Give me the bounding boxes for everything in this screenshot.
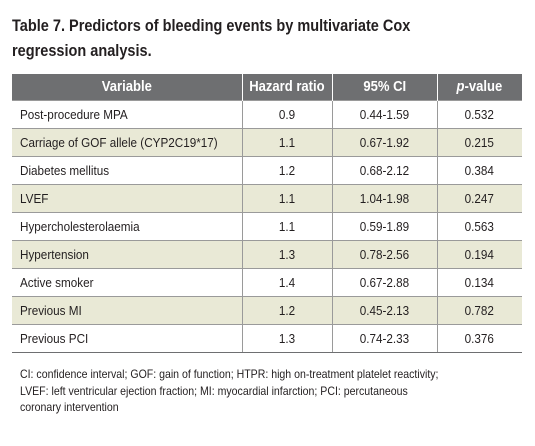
table-row: Post-procedure MPA 0.9 0.44-1.59 0.532	[12, 100, 522, 129]
cell-variable: LVEF	[12, 184, 243, 213]
header-hazard-ratio: Hazard ratio	[242, 74, 333, 101]
footnote-line-2: LVEF: left ventricular ejection fraction…	[20, 383, 408, 398]
cell-ci: 1.04-1.98	[332, 184, 438, 213]
cell-hazard-ratio: 1.1	[242, 184, 333, 213]
header-variable: Variable	[12, 74, 243, 101]
header-p-value: p-value	[437, 74, 522, 101]
cell-p-value: 0.247	[437, 184, 522, 213]
header-ci: 95% CI	[332, 74, 438, 101]
table-footnote: CI: confidence interval; GOF: gain of fu…	[20, 366, 513, 416]
cell-hazard-ratio: 1.4	[242, 268, 333, 297]
cell-variable: Diabetes mellitus	[12, 156, 243, 185]
table-row: Carriage of GOF allele (CYP2C19*17) 1.1 …	[12, 128, 522, 157]
header-p-suffix: -value	[464, 79, 503, 95]
table-row: Diabetes mellitus 1.2 0.68-2.12 0.384	[12, 156, 522, 185]
cell-variable: Previous MI	[12, 296, 243, 325]
footnote-line-1: CI: confidence interval; GOF: gain of fu…	[20, 367, 439, 381]
cell-p-value: 0.782	[437, 296, 522, 325]
cell-hazard-ratio: 1.2	[242, 156, 333, 185]
cell-variable: Hypercholesterolaemia	[12, 212, 243, 241]
cell-ci: 0.68-2.12	[332, 156, 438, 185]
cell-variable: Post-procedure MPA	[12, 100, 243, 129]
cell-ci: 0.44-1.59	[332, 100, 438, 129]
cell-hazard-ratio: 0.9	[242, 100, 333, 129]
cell-p-value: 0.376	[437, 324, 522, 353]
cell-variable: Active smoker	[12, 268, 243, 297]
footnote-line-3: coronary intervention	[20, 400, 119, 414]
table-caption: Table 7. Predictors of bleeding events b…	[12, 14, 522, 64]
table-header-row: Variable Hazard ratio 95% CI p-value	[12, 74, 522, 101]
cell-ci: 0.78-2.56	[332, 240, 438, 269]
cell-p-value: 0.532	[437, 100, 522, 129]
table-row: LVEF 1.1 1.04-1.98 0.247	[12, 184, 522, 213]
cell-ci: 0.59-1.89	[332, 212, 438, 241]
cell-ci: 0.45-2.13	[332, 296, 438, 325]
cell-hazard-ratio: 1.1	[242, 212, 333, 241]
cell-hazard-ratio: 1.1	[242, 128, 333, 157]
cell-p-value: 0.563	[437, 212, 522, 241]
cell-ci: 0.67-1.92	[332, 128, 438, 157]
table-figure: Table 7. Predictors of bleeding events b…	[12, 14, 522, 414]
cell-variable: Previous PCI	[12, 324, 243, 353]
cell-p-value: 0.134	[437, 268, 522, 297]
header-p-prefix: p	[456, 79, 465, 95]
table-row: Previous MI 1.2 0.45-2.13 0.782	[12, 296, 522, 325]
cell-ci: 0.74-2.33	[332, 324, 438, 353]
cell-p-value: 0.215	[437, 128, 522, 157]
cell-p-value: 0.384	[437, 156, 522, 185]
caption-line-1: Table 7. Predictors of bleeding events b…	[12, 17, 411, 35]
table-row: Hypertension 1.3 0.78-2.56 0.194	[12, 240, 522, 269]
predictors-table: Variable Hazard ratio 95% CI p-value Pos…	[12, 74, 522, 353]
cell-p-value: 0.194	[437, 240, 522, 269]
cell-ci: 0.67-2.88	[332, 268, 438, 297]
cell-hazard-ratio: 1.3	[242, 240, 333, 269]
table-row: Active smoker 1.4 0.67-2.88 0.134	[12, 268, 522, 297]
table-row: Hypercholesterolaemia 1.1 0.59-1.89 0.56…	[12, 212, 522, 241]
cell-variable: Hypertension	[12, 240, 243, 269]
table-row: Previous PCI 1.3 0.74-2.33 0.376	[12, 324, 522, 353]
caption-line-2: regression analysis.	[12, 42, 152, 60]
cell-hazard-ratio: 1.2	[242, 296, 333, 325]
cell-variable: Carriage of GOF allele (CYP2C19*17)	[12, 128, 243, 157]
cell-hazard-ratio: 1.3	[242, 324, 333, 353]
